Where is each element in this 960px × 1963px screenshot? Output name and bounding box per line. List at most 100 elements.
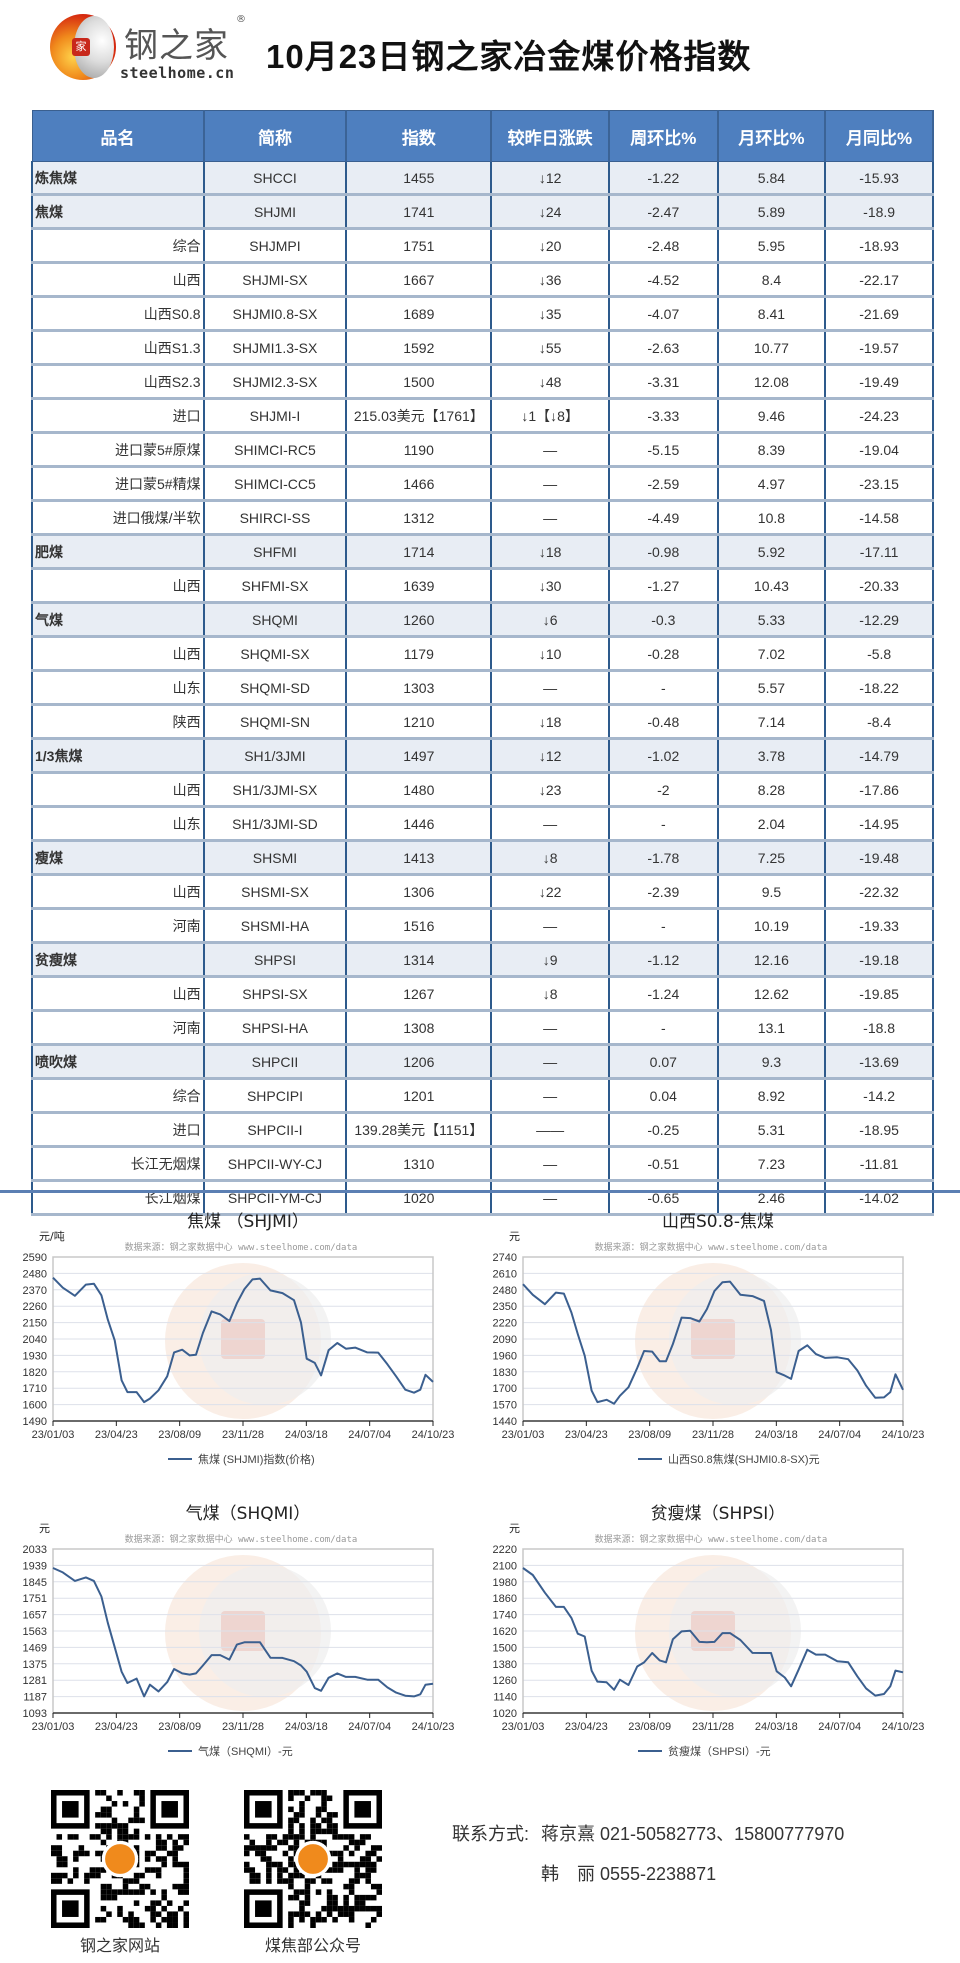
cell-daily-change: ↓18 [491,534,610,570]
cell-mom: 9.5 [717,874,827,910]
cell-index: 1714 [346,534,493,570]
cell-daily-change: ↓12 [491,738,610,774]
cell-daily-change: ↓9 [491,942,610,978]
cell-name: 肥煤 [31,534,205,570]
cell-mom: 5.89 [717,194,827,230]
cell-mom: 2.04 [717,806,827,842]
cell-name: 山东 [31,806,205,842]
x-tick-label: 23/11/28 [692,1721,734,1733]
chart-title: 山西S0.8-焦煤 [662,1212,774,1232]
y-tick-label: 1710 [23,1383,47,1395]
cell-yoy: -11.81 [825,1146,934,1182]
cell-daily-change: ↓8 [491,840,610,876]
cell-daily-change: ↓22 [491,874,610,910]
col-header-code: 简称 [203,110,348,162]
cell-daily-change: ↓1【↓8】 [491,398,610,434]
x-tick-label: 24/10/23 [412,1429,455,1441]
cell-index: 1466 [346,466,493,502]
qr-code-website[interactable] [50,1790,190,1928]
cell-yoy: -19.49 [825,364,934,400]
x-tick-label: 24/03/18 [755,1429,798,1441]
cell-code: SHPSI [203,942,348,978]
y-tick-label: 1140 [493,1692,517,1704]
cell-mom: 9.3 [717,1044,827,1080]
y-axis-unit: 元 [509,1230,520,1243]
cell-name: 喷吹煤 [31,1044,205,1080]
cell-code: SHSMI-HA [203,908,348,944]
cell-code: SHPCIPI [203,1078,348,1114]
y-tick-label: 1620 [493,1626,517,1638]
cell-index: 1308 [346,1010,493,1046]
cell-yoy: -19.85 [825,976,934,1012]
cell-mom: 8.4 [717,262,827,298]
y-tick-label: 1570 [493,1400,517,1412]
cell-name: 进口俄煤/半软 [31,500,205,536]
y-tick-label: 2370 [23,1285,47,1297]
cell-code: SHPCII-I [203,1112,348,1148]
cell-yoy: -19.48 [825,840,934,876]
qr-code-wechat[interactable] [243,1790,383,1928]
data-source-note: 数据来源：钢之家数据中心 www.steelhome.com/data [595,1241,828,1253]
cell-mom: 3.78 [717,738,827,774]
table-row: 焦煤 SHJMI 1741 ↓24 -2.47 5.89 -18.9 [31,194,934,230]
chart-shpsi: 贫瘦煤（SHPSI） 元数据来源：钢之家数据中心 www.steelhome.co… [480,1482,960,1772]
y-tick-label: 2590 [23,1252,47,1264]
cell-wow: 0.07 [608,1044,719,1080]
y-tick-label: 1440 [493,1416,517,1428]
cell-name: 山西 [31,568,205,604]
cell-name: 山西S2.3 [31,364,205,400]
cell-yoy: -5.8 [825,636,934,672]
cell-daily-change: —— [491,1112,610,1148]
cell-yoy: -19.57 [825,330,934,366]
cell-wow: -2.47 [608,194,719,230]
cell-index: 1639 [346,568,493,604]
chart-shqmi: 气煤（SHQMI） 元数据来源：钢之家数据中心 www.steelhome.com… [0,1482,480,1772]
y-tick-label: 1740 [493,1610,517,1622]
cell-wow: -5.15 [608,432,719,468]
x-tick-label: 24/07/04 [348,1429,391,1441]
table-row: 进口蒙5#精煤 SHIMCI-CC5 1466— -2.59 4.97 -23.15 [31,466,934,502]
table-row: 山东 SH1/3JMI-SD 1446— -2.04 -14.95 [31,806,934,842]
chart-shjmi: 焦煤 （SHJMI） 元/吨 数据来源：钢之家数据中心 www.steelhome.… [0,1190,480,1480]
cell-index: 1210 [346,704,493,740]
cell-name: 河南 [31,1010,205,1046]
cell-name: 河南 [31,908,205,944]
cell-yoy: -20.33 [825,568,934,604]
cell-wow: -0.3 [608,602,719,638]
cell-yoy: -19.04 [825,432,934,468]
cell-daily-change: — [491,1044,610,1080]
cell-index: 1310 [346,1146,493,1182]
cell-wow: -2 [608,772,719,808]
contact-line-1: 蒋京熹 021-50582773、15800777970 [541,1824,845,1844]
logo-domain: steelhome.cn [120,64,235,82]
cell-index: 1500 [346,364,493,400]
cell-index: 1689 [346,296,493,332]
cell-name: 山西S0.8 [31,296,205,332]
cell-wow: -3.31 [608,364,719,400]
cell-index: 1190 [346,432,493,468]
x-tick-label: 23/04/23 [565,1721,608,1733]
cell-wow: -0.48 [608,704,719,740]
y-tick-label: 1093 [23,1708,47,1720]
y-axis-unit: 元/吨 [39,1230,65,1243]
cell-wow: -4.07 [608,296,719,332]
cell-mom: 10.77 [717,330,827,366]
cell-index: 1260 [346,602,493,638]
cell-daily-change: ↓20 [491,228,610,264]
col-header-yoy: 月同比% [824,110,934,162]
cell-wow: -4.49 [608,500,719,536]
series-line [522,1280,904,1405]
cell-code: SHPCII-WY-CJ [203,1146,348,1182]
cell-yoy: -14.2 [825,1078,934,1114]
y-tick-label: 2040 [23,1334,47,1346]
cell-wow: -1.22 [608,161,719,196]
cell-daily-change: — [491,806,610,842]
cell-code: SHFMI [203,534,348,570]
cell-mom: 8.39 [717,432,827,468]
cell-daily-change: — [491,1180,610,1216]
cell-index: 1267 [346,976,493,1012]
cell-wow: -2.59 [608,466,719,502]
y-tick-label: 1380 [493,1659,517,1671]
cell-yoy: -13.69 [825,1044,934,1080]
cell-name: 综合 [31,228,205,264]
